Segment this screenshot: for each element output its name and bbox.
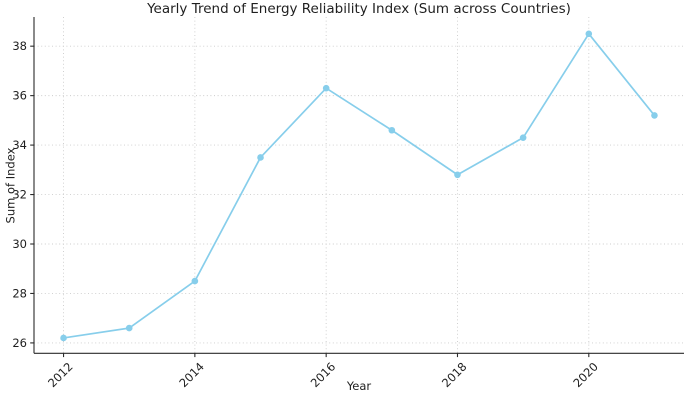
data-line	[62, 32, 656, 339]
y-tick-label: 32	[12, 188, 27, 202]
x-tick-label: 2016	[308, 360, 339, 391]
data-point	[585, 30, 593, 38]
data-point	[60, 334, 67, 342]
y-tick-label: 34	[12, 138, 27, 152]
y-tick-label: 36	[12, 89, 27, 103]
y-tick-label: 28	[12, 286, 27, 300]
data-point	[257, 154, 264, 161]
data-point	[519, 134, 527, 141]
x-tick-label: 2014	[176, 360, 207, 391]
data-point	[454, 171, 461, 179]
data-point	[125, 324, 133, 332]
data-point	[191, 277, 199, 285]
x-tick-label: 2018	[439, 360, 470, 391]
x-tick-label: 2020	[570, 360, 601, 391]
data-point	[322, 84, 330, 92]
y-tick-label: 38	[12, 39, 27, 53]
data-point	[388, 126, 396, 134]
y-tick-label: 30	[12, 237, 27, 251]
x-tick-label: 2012	[45, 360, 76, 391]
chart-title: Yearly Trend of Energy Reliability Index…	[147, 1, 571, 17]
y-tick-label: 26	[12, 336, 27, 350]
x-axis-label: Year	[346, 379, 372, 393]
data-point	[651, 112, 658, 119]
